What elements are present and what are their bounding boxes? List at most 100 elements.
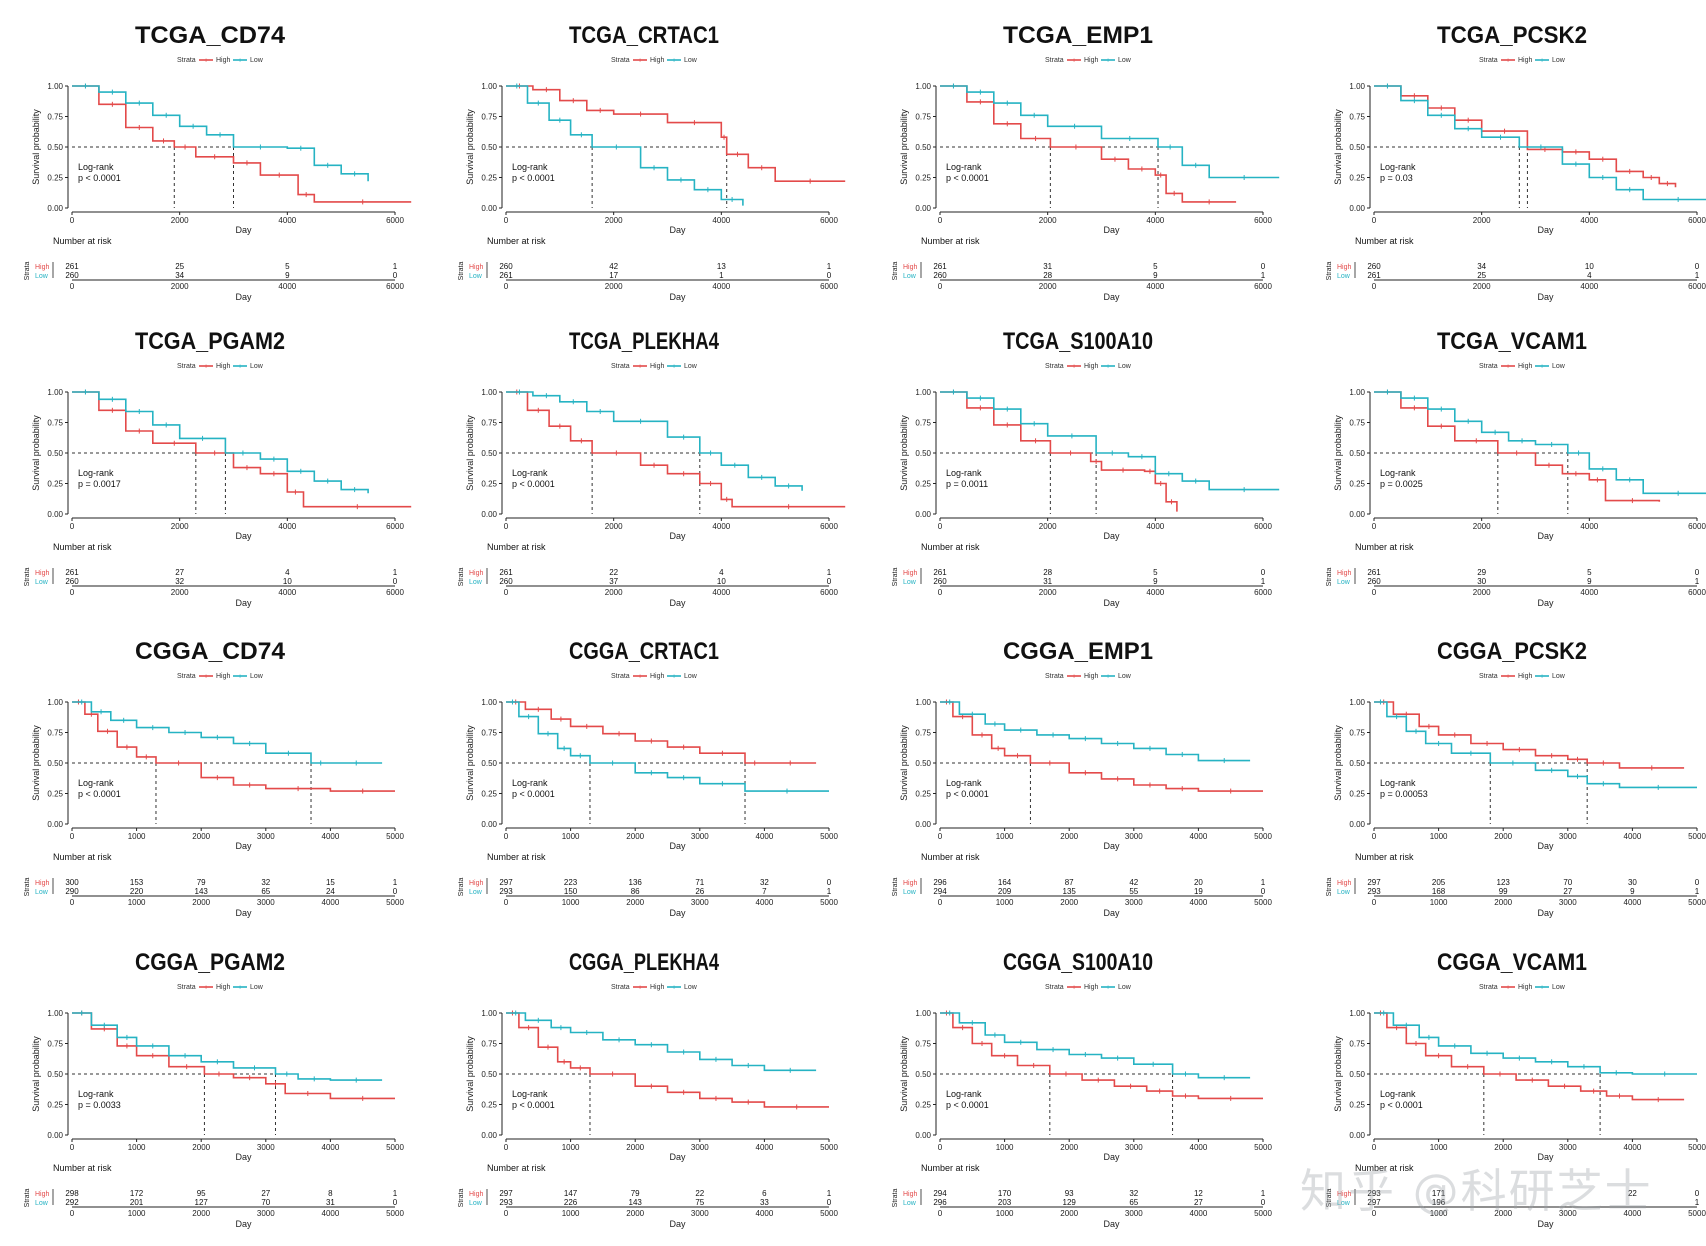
- y-tick-label: 0.25: [47, 480, 63, 489]
- chart-title: TCGA_PGAM2: [135, 328, 285, 355]
- p-value: p < 0.0001: [1380, 1100, 1423, 1110]
- legend-high-mark: +: [1072, 58, 1076, 65]
- risk-low-count: 1: [719, 271, 724, 280]
- legend-low-mark: +: [1106, 985, 1110, 992]
- risk-x-axis-label: Day: [669, 598, 686, 608]
- legend-title: Strata: [177, 57, 196, 64]
- risk-high-count: 93: [1065, 1189, 1074, 1198]
- risk-low-count: 261: [499, 271, 513, 280]
- km-chart-svg: CGGA_PCSK2 Strata + High + Low 0.00 0.25 0.50 0.7…: [1326, 638, 1706, 918]
- x-tick-label: 3000: [1559, 832, 1577, 841]
- logrank-label: Log-rank: [946, 468, 982, 478]
- y-tick-label: 0.75: [481, 419, 497, 428]
- risk-low-count: 33: [760, 1198, 769, 1207]
- x-tick-label: 0: [938, 832, 943, 841]
- legend-high-mark: +: [638, 58, 642, 65]
- risk-low-count: 28: [1043, 271, 1052, 280]
- legend: Strata + High + Low: [177, 57, 264, 65]
- survival-curve-high: [72, 701, 395, 792]
- risk-low-count: 26: [695, 887, 704, 896]
- x-tick-label: 6000: [1688, 522, 1706, 531]
- x-tick-label: 3000: [257, 832, 275, 841]
- risk-x-tick-label: 4000: [1190, 1209, 1208, 1218]
- risk-high-count: 42: [609, 262, 618, 271]
- risk-x-tick-label: 3000: [1125, 898, 1143, 907]
- x-tick-label: 0: [938, 522, 943, 531]
- survival-curve-low: [940, 1012, 1251, 1079]
- risk-x-tick-label: 1000: [128, 1209, 146, 1218]
- y-axis-label: Survival probability: [465, 109, 475, 185]
- x-tick-label: 4000: [756, 1143, 774, 1152]
- risk-high-count: 0: [1695, 262, 1700, 271]
- risk-high-count: 4: [719, 568, 724, 577]
- risk-high-count: 300: [65, 878, 79, 887]
- legend-high-label: High: [650, 57, 665, 64]
- p-value: p < 0.0001: [512, 789, 555, 799]
- risk-x-tick-label: 6000: [1254, 282, 1272, 291]
- legend: Strata + High + Low: [1045, 984, 1132, 992]
- legend-low-label: Low: [684, 984, 698, 991]
- risk-strata-label: Strata: [1326, 878, 1333, 897]
- x-tick-label: 4000: [322, 1143, 340, 1152]
- y-tick-label: 0.75: [481, 113, 497, 122]
- km-chart-svg: CGGA_VCAM1 Strata + High + Low 0.00 0.25 0.50 0.7…: [1326, 949, 1706, 1229]
- risk-x-tick-label: 4000: [322, 898, 340, 907]
- risk-low-count: 1: [827, 887, 832, 896]
- y-tick-label: 0.75: [1349, 113, 1365, 122]
- x-tick-label: 2000: [1473, 522, 1491, 531]
- risk-x-axis-label: Day: [669, 292, 686, 302]
- risk-high-count: 13: [717, 262, 726, 271]
- y-tick-label: 0.00: [47, 510, 63, 519]
- risk-low-count: 260: [65, 577, 79, 586]
- risk-x-tick-label: 0: [504, 282, 509, 291]
- risk-x-tick-label: 3000: [691, 898, 709, 907]
- x-axis-label: Day: [1537, 1152, 1554, 1162]
- x-tick-label: 0: [504, 216, 509, 225]
- y-tick-label: 0.00: [915, 820, 931, 829]
- y-tick-label: 0.50: [47, 1070, 63, 1079]
- risk-x-tick-label: 4000: [756, 898, 774, 907]
- risk-low-label: Low: [35, 889, 49, 896]
- risk-low-count: 1: [1695, 577, 1700, 586]
- risk-x-tick-label: 6000: [820, 282, 838, 291]
- logrank-label: Log-rank: [512, 778, 548, 788]
- x-tick-label: 1000: [1430, 1143, 1448, 1152]
- risk-high-count: 32: [261, 878, 270, 887]
- risk-high-label: High: [35, 570, 50, 577]
- x-tick-label: 4000: [1146, 216, 1164, 225]
- risk-x-tick-label: 4000: [322, 1209, 340, 1218]
- legend-low-mark: +: [238, 58, 242, 65]
- risk-x-axis-label: Day: [669, 1219, 686, 1229]
- risk-low-count: 127: [195, 1198, 209, 1207]
- x-tick-label: 2000: [192, 1143, 210, 1152]
- risk-high-count: 293: [1367, 1189, 1381, 1198]
- survival-curve-high: [506, 701, 817, 764]
- x-tick-label: 2000: [626, 1143, 644, 1152]
- survival-curve-high: [940, 701, 1263, 792]
- risk-high-label: High: [1337, 570, 1352, 577]
- survival-curve-low: [1374, 1012, 1697, 1075]
- survival-curve-high: [506, 85, 846, 182]
- risk-high-count: 12: [1194, 1189, 1203, 1198]
- y-tick-label: 0.75: [47, 729, 63, 738]
- risk-high-count: 20: [1194, 878, 1203, 887]
- risk-low-count: 0: [393, 887, 398, 896]
- legend-high-label: High: [1518, 57, 1533, 64]
- risk-x-tick-label: 4000: [1580, 282, 1598, 291]
- risk-table-title: Number at risk: [487, 852, 546, 862]
- p-value: p < 0.0001: [78, 173, 121, 183]
- legend-low-mark: +: [672, 364, 676, 371]
- x-tick-label: 5000: [820, 1143, 838, 1152]
- risk-strata-label: Strata: [24, 1189, 31, 1208]
- risk-x-tick-label: 0: [1372, 898, 1377, 907]
- risk-low-count: 9: [1153, 577, 1158, 586]
- legend-high-label: High: [216, 673, 231, 680]
- x-tick-label: 2000: [192, 832, 210, 841]
- y-tick-label: 0.50: [1349, 143, 1365, 152]
- risk-table-title: Number at risk: [921, 542, 980, 552]
- legend-high-label: High: [1518, 673, 1533, 680]
- y-tick-label: 0.50: [47, 449, 63, 458]
- y-axis-label: Survival probability: [899, 1036, 909, 1112]
- km-chart-svg: TCGA_EMP1 Strata + High + Low 0.00 0.25 0.50 0.75…: [892, 22, 1280, 302]
- risk-x-axis-label: Day: [235, 908, 252, 918]
